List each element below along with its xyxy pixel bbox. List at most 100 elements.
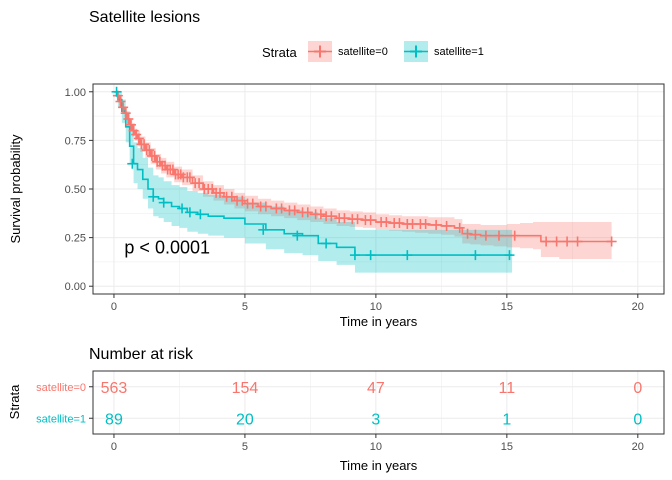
censor-mark-satellite-1 [184,207,195,218]
censor-mark-satellite-0 [226,191,237,202]
censor-mark-satellite-0 [125,119,136,130]
risk-count-satellite-0: 47 [367,380,385,397]
censor-mark-satellite-0 [339,213,350,224]
censor-mark-satellite-0 [326,211,337,222]
censor-mark-satellite-0 [431,219,442,230]
censor-mark-satellite-0 [365,215,376,226]
y-tick-label: 0.75 [65,135,86,147]
risk-x-tick-label: 10 [370,441,382,453]
censor-mark-satellite-0 [394,218,405,229]
p-value-annotation: p < 0.0001 [124,237,210,257]
censor-mark-satellite-0 [606,236,617,247]
risk-x-tick-label: 0 [111,441,117,453]
censor-mark-satellite-0 [381,217,392,228]
legend-label-satellite-0: satellite=0 [338,46,388,58]
censor-mark-satellite-1 [349,250,360,261]
censor-mark-satellite-0 [493,230,504,241]
ci-band-satellite-1 [113,91,513,273]
km-axes: 0 5 10 15 20 0.00 0.25 0.50 0.75 1.00 [65,87,644,313]
risk-table-gridlines [93,371,664,434]
censor-mark-satellite-0 [420,219,431,229]
risk-row-label-satellite-0: satellite=0 [36,382,86,394]
censor-mark-satellite-0 [260,201,271,212]
x-tick-label: 20 [632,301,644,313]
risk-table-border [92,370,665,435]
censor-mark-satellite-0 [276,203,287,214]
risk-count-satellite-1: 1 [502,411,511,428]
censor-mark-satellite-1 [127,158,138,169]
risk-x-axis-title: Time in years [340,458,418,473]
survival-curve-satellite-1 [113,90,513,256]
censor-mark-satellite-0 [184,172,195,183]
censor-mark-satellite-0 [289,205,300,216]
x-tick-label: 0 [111,301,117,313]
censor-mark-satellite-0 [133,133,144,144]
risk-table-values: 563 154 47 11 0 89 20 3 1 0 [101,380,643,429]
y-tick-label: 0.00 [65,281,86,293]
censor-mark-satellite-1 [111,86,122,97]
censor-mark-satellite-1 [158,197,169,208]
censor-mark-satellite-0 [480,230,491,241]
y-tick-label: 1.00 [65,87,86,99]
risk-count-satellite-1: 20 [236,411,254,428]
censor-mark-satellite-0 [352,214,363,225]
censor-mark-satellite-1 [292,230,303,241]
risk-count-satellite-0: 0 [633,380,642,397]
censor-mark-satellite-0 [441,220,452,231]
censor-mark-satellite-1 [470,250,481,261]
x-axis-title: Time in years [340,314,418,329]
censor-mark-satellite-0 [551,236,562,247]
censor-mark-satellite-0 [247,198,258,209]
censor-mark-satellite-0 [541,236,552,247]
censor-mark-satellite-0 [118,102,129,113]
censor-mark-satellite-0 [144,145,155,156]
y-axis-title: Survival probability [8,134,23,244]
censor-mark-satellite-1 [402,250,413,261]
censor-mark-satellite-0 [123,114,134,124]
legend: Strata satellite=0 satellite=1 [262,41,484,62]
censor-mark-satellite-0 [562,236,573,247]
risk-x-tick-label: 20 [632,441,644,453]
km-censor-marks [111,86,617,261]
risk-table-title: Number at risk [89,346,194,363]
censor-mark-satellite-0 [215,187,226,198]
censor-mark-satellite-0 [315,209,326,220]
censor-mark-satellite-0 [115,96,126,107]
censor-mark-satellite-0 [120,108,131,119]
censor-mark-satellite-0 [470,229,481,240]
censor-mark-satellite-1 [195,209,206,220]
censor-mark-satellite-1 [365,250,376,261]
risk-count-satellite-0: 11 [499,380,516,397]
censor-mark-satellite-1 [177,203,188,214]
legend-key-satellite-1 [404,41,428,62]
x-tick-label: 10 [370,301,382,313]
legend-title: Strata [262,45,297,60]
legend-key-satellite-0 [308,41,332,62]
censor-mark-satellite-0 [139,139,150,150]
km-gridlines [93,84,664,294]
x-tick-label: 15 [501,301,513,313]
chart-title: Satellite lesions [89,9,200,26]
risk-y-axis-title: Strata [7,384,22,419]
legend-label-satellite-1: satellite=1 [434,46,484,58]
censor-mark-satellite-0 [454,222,465,233]
risk-count-satellite-1: 0 [633,411,642,428]
censor-mark-satellite-0 [302,207,313,218]
risk-count-satellite-0: 154 [232,380,259,397]
censor-mark-satellite-0 [194,178,205,189]
censor-mark-satellite-0 [237,195,248,206]
risk-x-tick-label: 15 [501,441,513,453]
risk-row-label-satellite-1: satellite=1 [36,413,86,425]
y-tick-label: 0.50 [65,184,86,196]
risk-count-satellite-0: 563 [101,380,128,397]
x-tick-label: 5 [242,301,248,313]
censor-mark-satellite-0 [509,230,520,241]
y-tick-label: 0.25 [65,233,86,245]
risk-x-tick-label: 5 [242,441,248,453]
censor-mark-satellite-1 [504,250,515,261]
risk-count-satellite-1: 89 [105,411,123,428]
censor-mark-satellite-1 [258,224,269,235]
